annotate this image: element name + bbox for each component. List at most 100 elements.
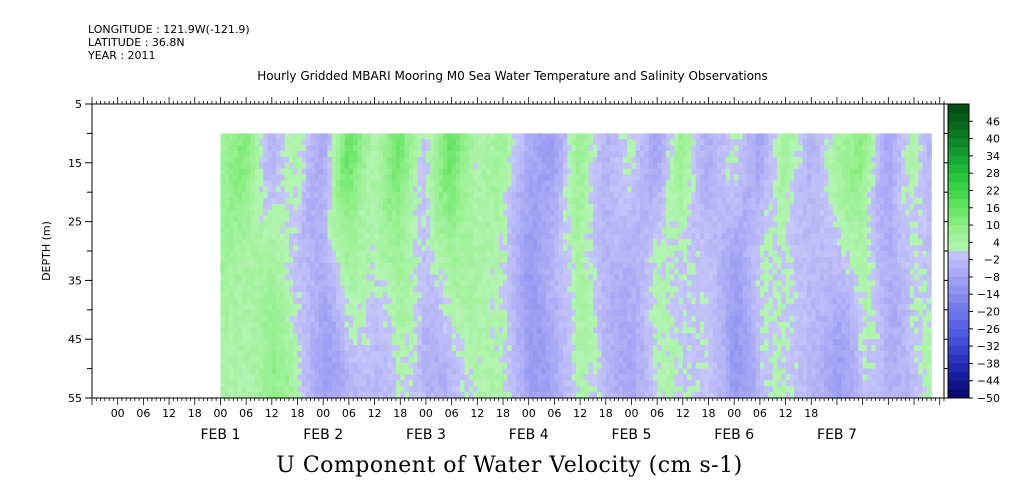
heatmap-cell xyxy=(477,368,483,376)
heatmap-cell xyxy=(447,145,453,152)
heatmap-cell xyxy=(592,262,598,270)
heatmap-cell xyxy=(460,321,466,329)
heatmap-cell xyxy=(682,309,688,317)
heatmap-cell xyxy=(610,186,615,193)
heatmap-cell xyxy=(687,133,692,140)
heatmap-cell xyxy=(584,274,590,281)
heatmap-cell xyxy=(280,339,286,346)
heatmap-cell xyxy=(498,256,504,264)
heatmap-cell xyxy=(485,239,491,246)
heatmap-cell xyxy=(378,298,384,305)
heatmap-cell xyxy=(293,168,299,176)
heatmap-cell xyxy=(417,303,423,311)
heatmap-cell xyxy=(331,251,337,258)
heatmap-cell xyxy=(344,251,350,258)
heatmap-cell xyxy=(592,356,598,364)
heatmap-cell xyxy=(528,151,534,158)
heatmap-cell xyxy=(297,156,303,164)
heatmap-cell xyxy=(682,133,688,140)
heatmap-cell xyxy=(592,133,598,140)
heatmap-cell xyxy=(340,368,346,376)
heatmap-cell xyxy=(571,145,577,152)
heatmap-cell xyxy=(408,380,414,387)
heatmap-cell xyxy=(584,133,590,140)
heatmap-cell xyxy=(246,327,252,334)
heatmap-cell xyxy=(524,386,530,393)
heatmap-cell xyxy=(545,239,551,246)
heatmap-cell xyxy=(631,321,637,329)
heatmap-cell xyxy=(674,268,680,276)
heatmap-cell xyxy=(661,392,667,399)
heatmap-cell xyxy=(237,368,243,376)
heatmap-cell xyxy=(293,133,299,140)
heatmap-cell xyxy=(485,380,491,387)
heatmap-cell xyxy=(417,315,423,323)
heatmap-cell xyxy=(395,315,401,323)
heatmap-cell xyxy=(687,168,692,176)
heatmap-cell xyxy=(631,362,637,370)
heatmap-cell xyxy=(588,145,594,152)
heatmap-cell xyxy=(485,221,491,229)
heatmap-cell xyxy=(618,321,624,329)
heatmap-cell xyxy=(631,133,637,140)
heatmap-cell xyxy=(575,303,581,311)
heatmap-cell xyxy=(361,162,367,170)
heatmap-cell xyxy=(276,392,281,399)
heatmap-cell xyxy=(464,298,470,305)
heatmap-cell xyxy=(246,151,252,158)
heatmap-cell xyxy=(314,333,320,340)
heatmap-cell xyxy=(622,327,628,334)
heatmap-cell xyxy=(485,333,491,340)
heatmap-cell xyxy=(383,345,389,352)
heatmap-cell xyxy=(490,280,496,287)
heatmap-cell xyxy=(503,292,508,299)
heatmap-cell xyxy=(293,162,299,170)
heatmap-cell xyxy=(682,168,688,176)
heatmap-cell xyxy=(515,233,521,240)
heatmap-cell xyxy=(224,239,230,246)
heatmap-cell xyxy=(378,245,384,252)
heatmap-cell xyxy=(669,345,675,352)
heatmap-cell xyxy=(229,298,234,305)
heatmap-cell xyxy=(344,286,350,293)
heatmap-cell xyxy=(588,162,594,170)
heatmap-cell xyxy=(601,327,607,334)
heatmap-cell xyxy=(323,392,329,399)
heatmap-cell xyxy=(652,227,658,234)
heatmap-cell xyxy=(425,327,431,334)
heatmap-cell xyxy=(648,274,654,281)
heatmap-cell xyxy=(477,145,483,152)
heatmap-cell xyxy=(378,374,384,381)
heatmap-cell xyxy=(417,192,423,199)
heatmap-cell xyxy=(451,192,457,199)
heatmap-cell xyxy=(395,262,401,270)
heatmap-cell xyxy=(597,186,603,193)
heatmap-cell xyxy=(267,362,273,370)
heatmap-cell xyxy=(661,145,667,152)
heatmap-cell xyxy=(562,256,568,264)
heatmap-cell xyxy=(400,239,406,246)
heatmap-cell xyxy=(580,368,585,376)
heatmap-cell xyxy=(682,251,688,258)
heatmap-cell xyxy=(237,333,243,340)
heatmap-cell xyxy=(503,327,508,334)
heatmap-cell xyxy=(318,221,324,229)
heatmap-cell xyxy=(532,256,538,264)
heatmap-cell xyxy=(678,227,684,234)
heatmap-cell xyxy=(323,292,329,299)
heatmap-cell xyxy=(571,151,577,158)
heatmap-cell xyxy=(323,350,329,358)
heatmap-cell xyxy=(554,333,560,340)
heatmap-cell xyxy=(635,298,641,305)
heatmap-cell xyxy=(451,162,457,170)
heatmap-cell xyxy=(545,151,551,158)
heatmap-cell xyxy=(353,303,359,311)
heatmap-cell xyxy=(254,145,260,152)
heatmap-cell xyxy=(610,392,615,399)
heatmap-cell xyxy=(438,221,444,229)
heatmap-cell xyxy=(669,180,675,187)
heatmap-cell xyxy=(575,280,581,287)
heatmap-cell xyxy=(597,339,603,346)
heatmap-cell xyxy=(464,362,470,370)
heatmap-cell xyxy=(657,203,663,211)
